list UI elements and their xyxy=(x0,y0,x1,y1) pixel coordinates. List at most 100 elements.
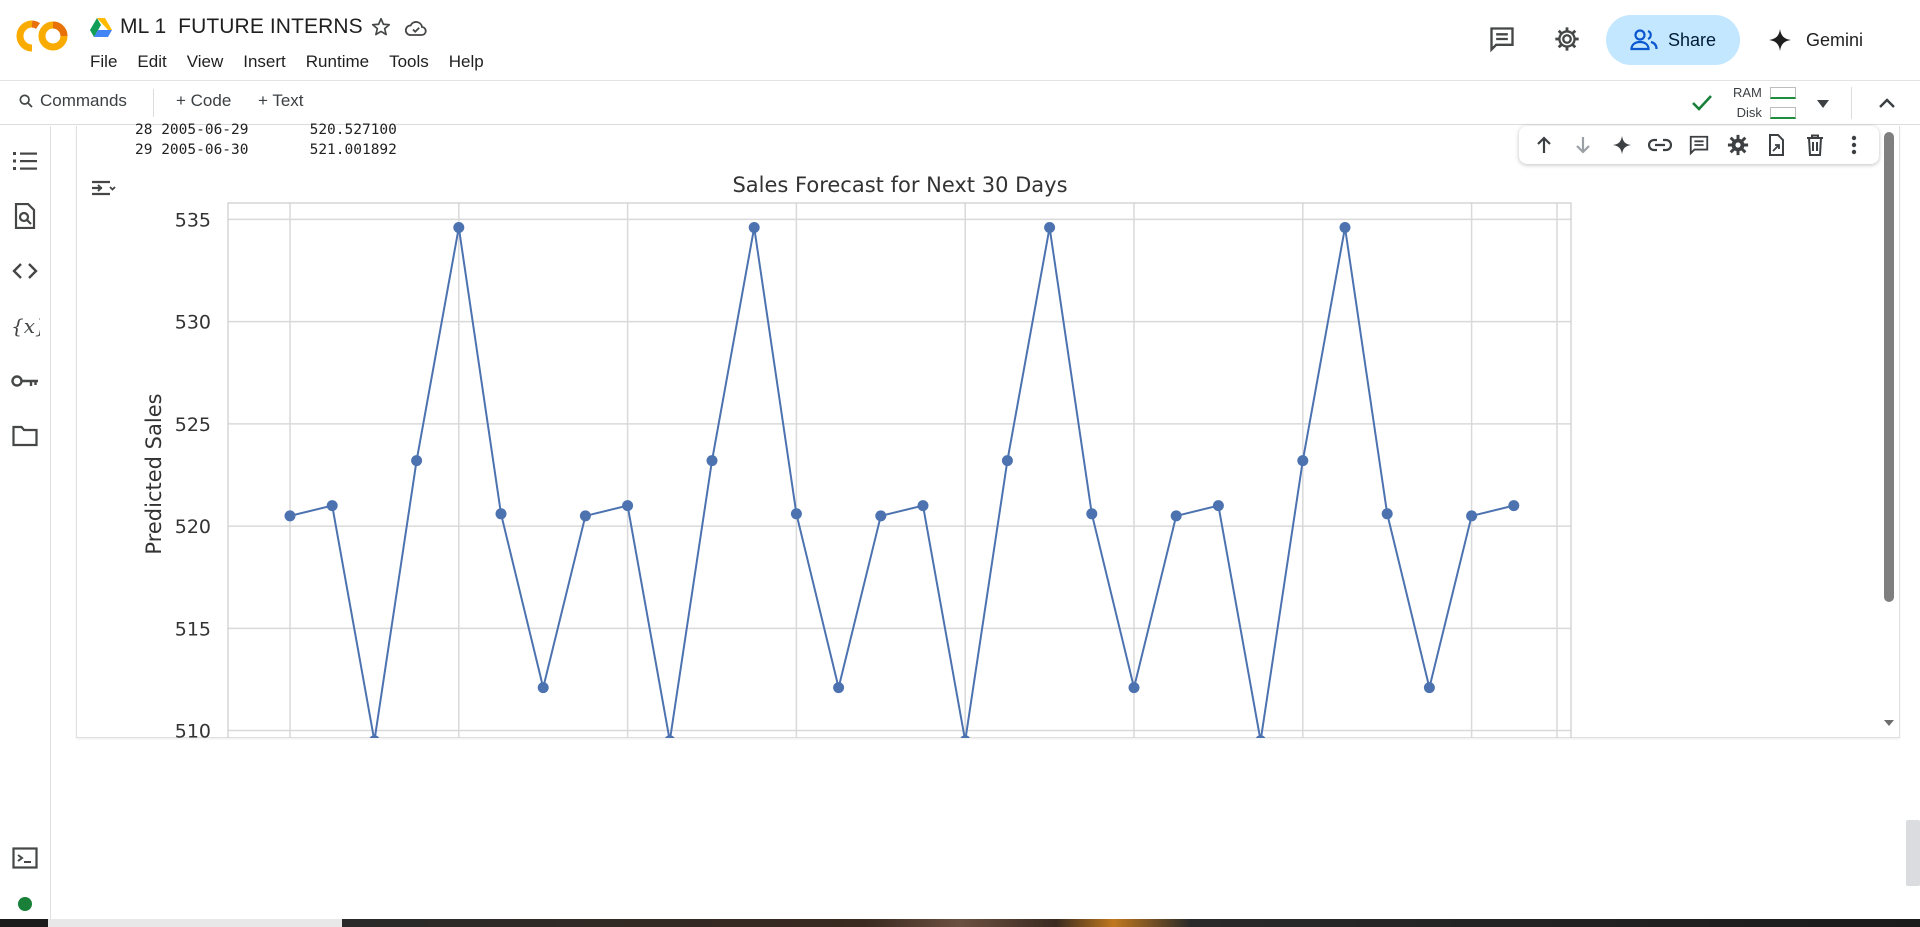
notebook-title[interactable]: ML 1 FUTURE INTERNS xyxy=(120,15,363,38)
header: ML 1 FUTURE INTERNS File Edit View Inser… xyxy=(0,0,1920,80)
forecast-point xyxy=(960,735,970,738)
gemini-button[interactable]: Gemini xyxy=(1768,24,1863,56)
forecast-point xyxy=(537,682,549,694)
y-tick-label: 515 xyxy=(175,618,211,640)
share-label: Share xyxy=(1667,29,1717,50)
resource-meters[interactable]: RAM Disk xyxy=(1733,83,1796,123)
forecast-point xyxy=(1212,500,1224,512)
commands-label: Commands xyxy=(40,91,127,110)
y-tick-label: 525 xyxy=(175,414,211,436)
variables-icon[interactable]: {x} xyxy=(10,311,40,341)
page-scrollbar-thumb[interactable] xyxy=(1906,820,1920,886)
move-cell-down-icon[interactable] xyxy=(1568,130,1598,160)
menu-view[interactable]: View xyxy=(186,52,224,71)
forecast-point xyxy=(917,500,929,512)
code-cell-output: 28 2005-06-29 520.527100 29 2005-06-30 52… xyxy=(76,122,1900,738)
gemini-label: Gemini xyxy=(1806,29,1864,50)
table-of-contents-icon[interactable] xyxy=(10,146,40,176)
menu-runtime[interactable]: Runtime xyxy=(305,52,370,71)
forecast-point xyxy=(1001,455,1013,467)
ram-bar xyxy=(1769,87,1796,99)
forecast-point xyxy=(495,508,507,520)
terminal-icon[interactable] xyxy=(10,843,40,873)
forecast-point xyxy=(748,222,760,234)
forecast-series-line xyxy=(289,227,1515,738)
forecast-point xyxy=(1381,508,1393,520)
commands-button[interactable]: Commands xyxy=(18,91,127,111)
dataframe-output-text: 28 2005-06-29 520.527100 29 2005-06-30 52… xyxy=(135,120,397,160)
forecast-point xyxy=(1044,222,1056,234)
toolbar-divider xyxy=(1851,87,1852,119)
y-tick-label: 510 xyxy=(175,721,211,738)
colab-logo[interactable] xyxy=(16,18,70,54)
plot-area-frame xyxy=(227,202,1572,738)
forecast-point xyxy=(622,500,634,512)
y-tick-label: 535 xyxy=(175,209,211,231)
ram-meter: RAM xyxy=(1733,83,1796,103)
forecast-point xyxy=(1508,500,1520,512)
forecast-point xyxy=(1170,510,1182,522)
scroll-down-arrow-icon[interactable] xyxy=(1882,716,1896,730)
output-actions-icon[interactable] xyxy=(89,176,117,204)
gemini-sparkle-icon[interactable] xyxy=(1607,130,1637,160)
menu-tools[interactable]: Tools xyxy=(389,52,429,71)
comments-icon[interactable] xyxy=(1486,23,1518,55)
forecast-point xyxy=(833,682,845,694)
connected-check-icon[interactable] xyxy=(1690,93,1714,113)
disk-bar xyxy=(1769,107,1796,119)
more-options-icon[interactable] xyxy=(1839,130,1869,160)
toolbar-divider xyxy=(153,89,154,117)
delete-trash-icon[interactable] xyxy=(1800,130,1830,160)
output-scrollbar-thumb[interactable] xyxy=(1884,132,1894,602)
forecast-point xyxy=(665,735,675,738)
output-line: 28 2005-06-29 520.527100 xyxy=(135,122,397,138)
output-line: 29 2005-06-30 521.001892 xyxy=(135,142,397,158)
forecast-point xyxy=(369,735,380,738)
add-code-button[interactable]: + Code xyxy=(176,91,232,110)
code-snippets-icon[interactable] xyxy=(10,256,40,286)
menu-file[interactable]: File xyxy=(90,52,118,71)
add-text-button[interactable]: + Text xyxy=(258,91,304,110)
forecast-point xyxy=(1255,735,1266,738)
menu-bar: File Edit View Insert Runtime Tools Help xyxy=(80,50,494,74)
y-tick-label: 530 xyxy=(175,312,211,334)
files-folder-icon[interactable] xyxy=(10,421,40,451)
collapse-header-icon[interactable] xyxy=(1878,96,1896,110)
svg-text:{x}: {x} xyxy=(11,314,40,338)
forecast-point xyxy=(875,510,887,522)
google-drive-icon[interactable] xyxy=(90,17,112,37)
forecast-point xyxy=(579,510,591,522)
comment-icon[interactable] xyxy=(1684,130,1714,160)
share-button[interactable]: Share xyxy=(1606,15,1740,65)
forecast-point xyxy=(326,500,338,512)
mirror-cell-icon[interactable] xyxy=(1761,130,1791,160)
menu-insert[interactable]: Insert xyxy=(243,52,286,71)
move-cell-up-icon[interactable] xyxy=(1529,130,1559,160)
people-icon xyxy=(1630,29,1658,51)
chart-grid xyxy=(228,203,1571,738)
star-icon[interactable] xyxy=(370,16,392,38)
chart-title: Sales Forecast for Next 30 Days xyxy=(732,173,1067,197)
left-sidebar: {x} xyxy=(0,126,51,927)
forecast-point xyxy=(706,455,718,467)
settings-gear-icon[interactable] xyxy=(1551,23,1583,55)
cell-toolbar xyxy=(1519,126,1879,164)
forecast-point xyxy=(1339,222,1351,234)
find-replace-icon[interactable] xyxy=(10,201,40,231)
secrets-key-icon[interactable] xyxy=(10,366,40,396)
disk-label: Disk xyxy=(1736,105,1762,120)
forecast-markers xyxy=(284,222,1520,738)
cloud-saved-icon[interactable] xyxy=(404,17,428,39)
menu-help[interactable]: Help xyxy=(448,52,484,71)
forecast-point xyxy=(284,510,296,522)
runtime-dropdown-icon[interactable] xyxy=(1816,99,1830,109)
y-tick-labels: 510 515 520 525 530 535 xyxy=(175,209,211,738)
chart-y-axis-label: Predicted Sales xyxy=(142,393,166,554)
link-icon[interactable] xyxy=(1645,130,1675,160)
forecast-point xyxy=(1297,455,1309,467)
cell-settings-gear-icon[interactable] xyxy=(1723,130,1753,160)
disk-meter: Disk xyxy=(1733,103,1796,123)
forecast-point xyxy=(1128,682,1140,694)
menu-edit[interactable]: Edit xyxy=(137,52,167,71)
